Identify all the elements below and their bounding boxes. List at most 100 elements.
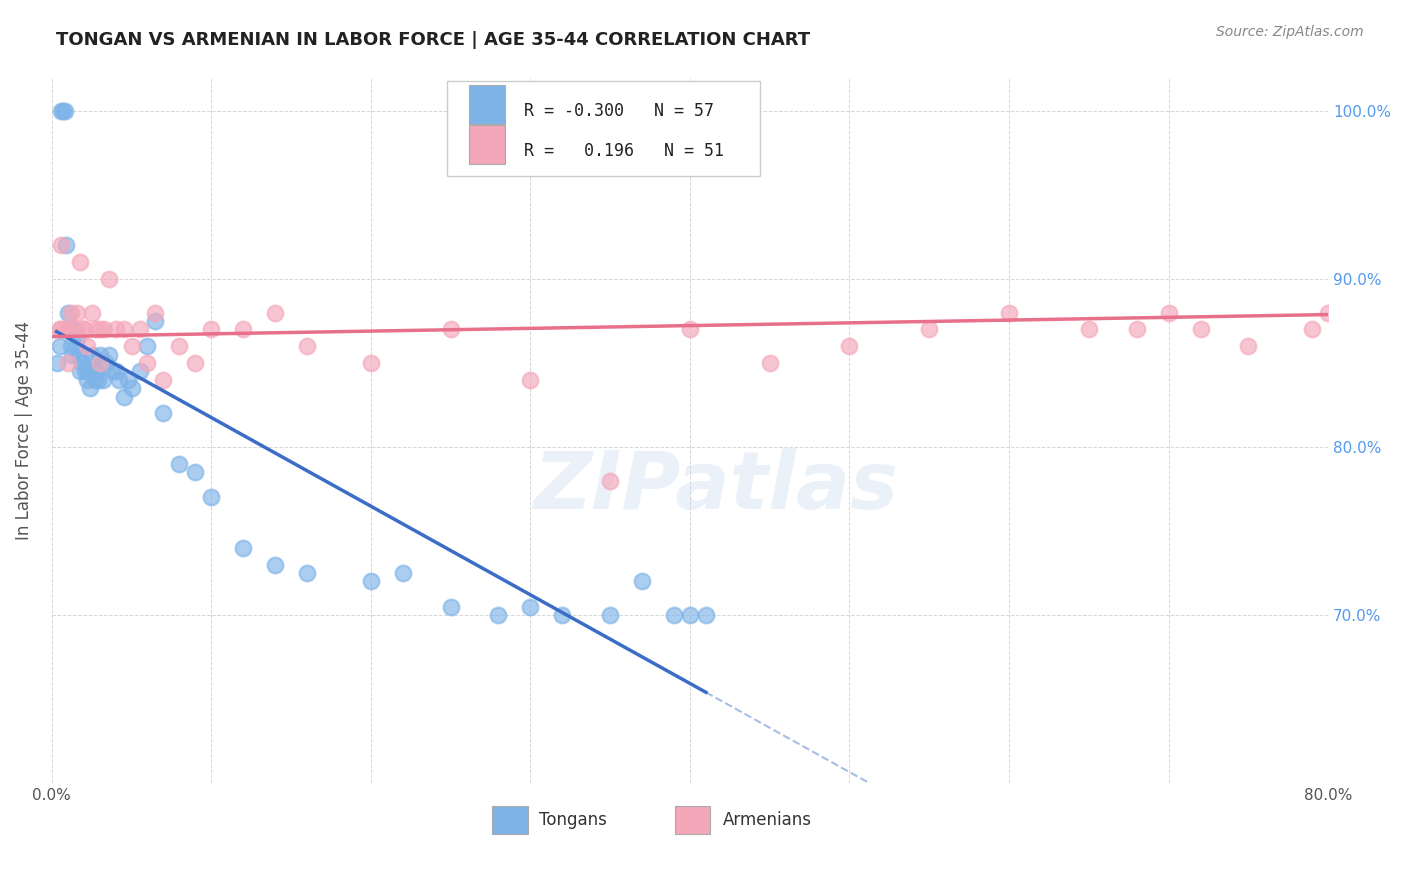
- Point: [79, 381, 101, 395]
- Point: [145, 305, 167, 319]
- Point: [631, 574, 654, 589]
- Point: [56, 305, 79, 319]
- Point: [169, 339, 191, 353]
- Point: [152, 406, 174, 420]
- Point: [1189, 322, 1212, 336]
- Point: [73, 322, 96, 336]
- Point: [232, 322, 254, 336]
- Point: [599, 474, 621, 488]
- Point: [59, 305, 82, 319]
- Point: [80, 348, 103, 362]
- Point: [70, 356, 93, 370]
- Point: [200, 322, 222, 336]
- Point: [66, 331, 89, 345]
- Point: [112, 390, 135, 404]
- Point: [76, 339, 98, 353]
- Point: [86, 322, 108, 336]
- Point: [59, 339, 82, 353]
- Point: [75, 364, 97, 378]
- Point: [391, 566, 413, 580]
- Point: [66, 305, 89, 319]
- Point: [152, 373, 174, 387]
- FancyBboxPatch shape: [470, 125, 505, 164]
- Point: [89, 322, 111, 336]
- Point: [519, 373, 541, 387]
- Point: [67, 348, 90, 362]
- Point: [264, 558, 287, 572]
- Point: [1237, 339, 1260, 353]
- Point: [56, 322, 79, 336]
- Point: [45, 356, 67, 370]
- Point: [1317, 305, 1340, 319]
- Point: [295, 566, 318, 580]
- Point: [264, 305, 287, 319]
- Point: [94, 356, 117, 370]
- Point: [58, 322, 80, 336]
- Point: [69, 255, 91, 269]
- Point: [439, 322, 461, 336]
- Point: [117, 373, 139, 387]
- Point: [1125, 322, 1147, 336]
- Point: [998, 305, 1021, 319]
- Point: [104, 322, 127, 336]
- Point: [758, 356, 780, 370]
- Point: [128, 322, 150, 336]
- Point: [48, 322, 70, 336]
- Text: ZIPatlas: ZIPatlas: [533, 448, 898, 525]
- Point: [52, 103, 75, 118]
- Point: [63, 322, 86, 336]
- Point: [128, 364, 150, 378]
- Point: [1157, 305, 1180, 319]
- Point: [83, 373, 105, 387]
- FancyBboxPatch shape: [447, 81, 761, 177]
- Text: R =   0.196   N = 51: R = 0.196 N = 51: [524, 142, 724, 160]
- Point: [679, 322, 702, 336]
- Point: [695, 607, 717, 622]
- FancyBboxPatch shape: [675, 805, 710, 834]
- Point: [1348, 339, 1371, 353]
- Point: [662, 607, 685, 622]
- Point: [89, 348, 111, 362]
- Text: Tongans: Tongans: [540, 811, 607, 829]
- Point: [65, 339, 87, 353]
- FancyBboxPatch shape: [492, 805, 527, 834]
- FancyBboxPatch shape: [470, 86, 505, 124]
- Point: [65, 322, 87, 336]
- Text: Armenians: Armenians: [723, 811, 813, 829]
- Point: [80, 305, 103, 319]
- Point: [104, 364, 127, 378]
- Point: [48, 322, 70, 336]
- Point: [145, 314, 167, 328]
- Point: [56, 356, 79, 370]
- Point: [48, 339, 70, 353]
- Point: [184, 356, 207, 370]
- Point: [98, 348, 121, 362]
- Point: [551, 607, 574, 622]
- Point: [599, 607, 621, 622]
- Text: TONGAN VS ARMENIAN IN LABOR FORCE | AGE 35-44 CORRELATION CHART: TONGAN VS ARMENIAN IN LABOR FORCE | AGE …: [56, 31, 810, 49]
- Point: [73, 322, 96, 336]
- Point: [82, 364, 104, 378]
- Point: [86, 364, 108, 378]
- Point: [98, 272, 121, 286]
- Point: [101, 364, 124, 378]
- Point: [91, 373, 114, 387]
- Point: [55, 238, 77, 252]
- Point: [360, 356, 382, 370]
- Point: [1333, 322, 1355, 336]
- Y-axis label: In Labor Force | Age 35-44: In Labor Force | Age 35-44: [15, 320, 32, 540]
- Point: [918, 322, 941, 336]
- Point: [112, 322, 135, 336]
- Point: [89, 356, 111, 370]
- Point: [62, 348, 84, 362]
- Point: [1077, 322, 1099, 336]
- Text: R = -0.300   N = 57: R = -0.300 N = 57: [524, 102, 714, 120]
- Point: [53, 322, 76, 336]
- Point: [93, 322, 115, 336]
- Point: [1301, 322, 1323, 336]
- Point: [121, 381, 143, 395]
- Point: [53, 103, 76, 118]
- Point: [51, 238, 73, 252]
- Point: [76, 373, 98, 387]
- Point: [184, 465, 207, 479]
